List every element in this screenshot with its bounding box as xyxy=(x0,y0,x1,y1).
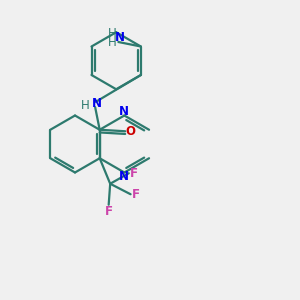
Text: O: O xyxy=(126,125,136,138)
Text: H: H xyxy=(81,99,90,112)
Text: N: N xyxy=(119,105,129,119)
Text: N: N xyxy=(92,97,102,110)
Text: H: H xyxy=(107,27,116,40)
Text: H: H xyxy=(107,35,116,49)
Text: F: F xyxy=(132,188,140,201)
Text: F: F xyxy=(130,167,138,180)
Text: F: F xyxy=(105,205,113,218)
Text: N: N xyxy=(119,169,129,183)
Text: N: N xyxy=(115,31,125,44)
